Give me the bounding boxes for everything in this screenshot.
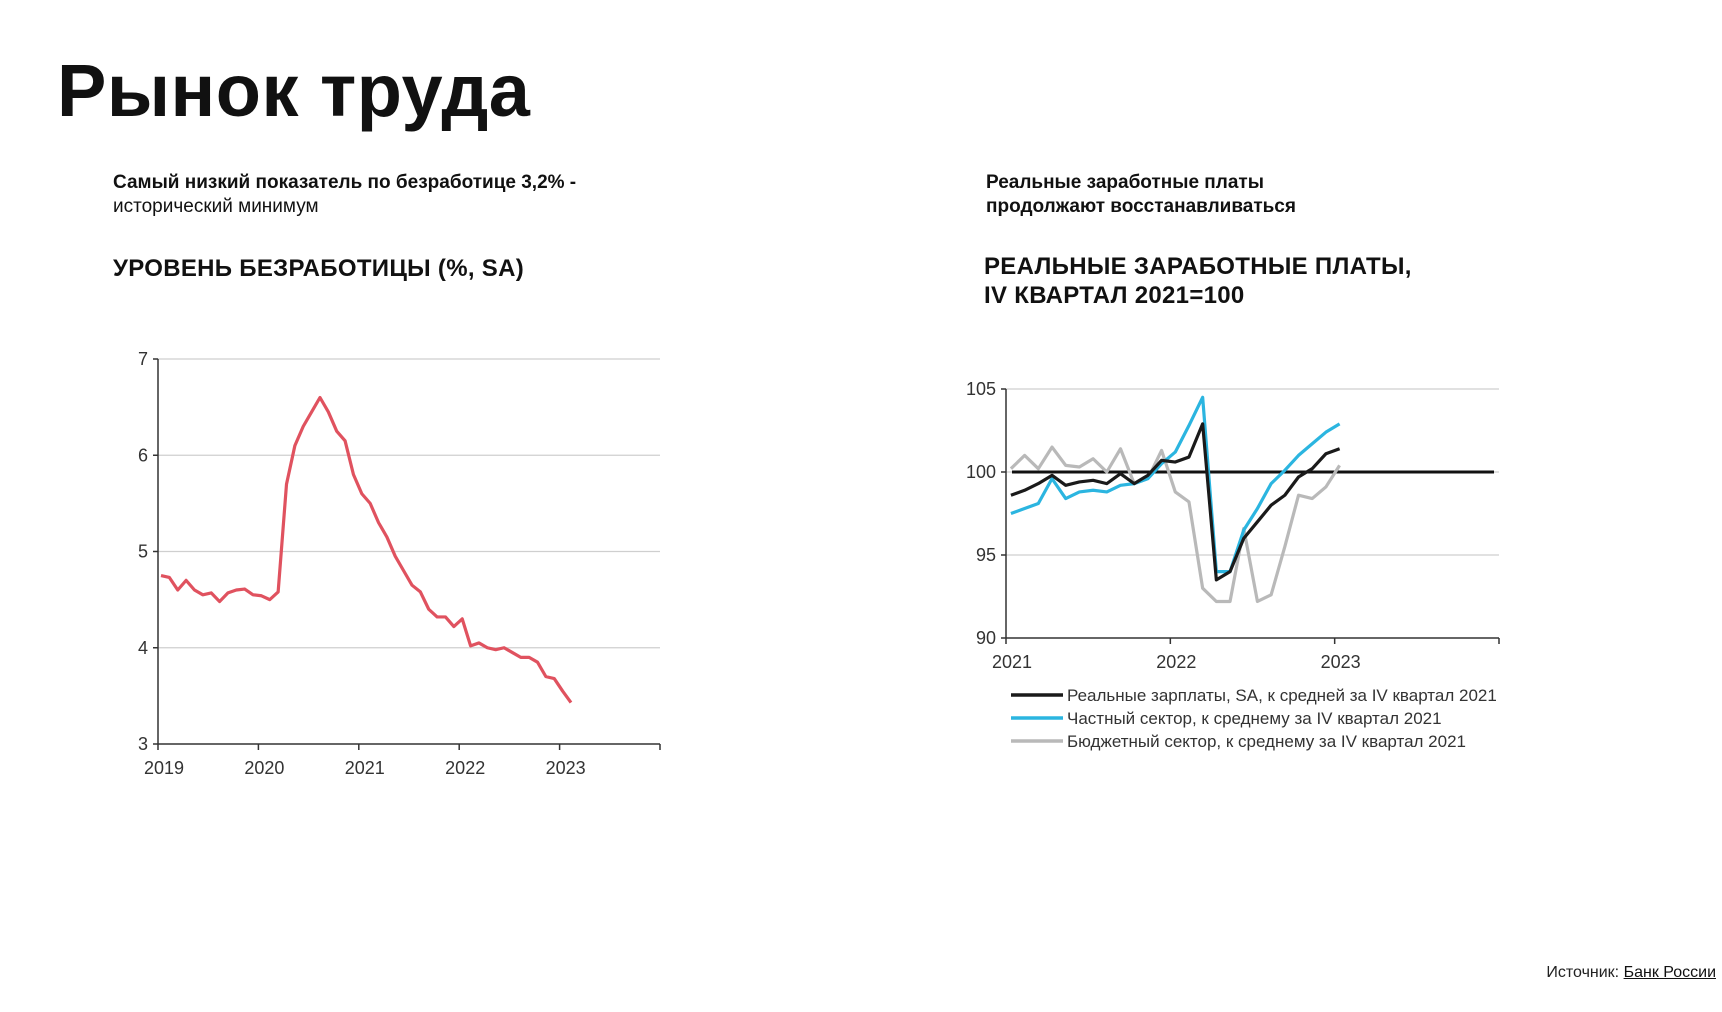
y-tick-label: 6 — [138, 445, 148, 465]
unemployment-chart-heading: УРОВЕНЬ БЕЗРАБОТИЦЫ (%, SA) — [113, 255, 525, 282]
y-tick-label: 7 — [138, 349, 148, 369]
wages-heading-line2: IV КВАРТАЛ 2021=100 — [984, 282, 1245, 309]
right-subtitle-line1: Реальные заработные платы — [986, 172, 1264, 193]
left-subtitle-rest: исторический минимум — [113, 196, 319, 217]
y-tick-label: 3 — [138, 734, 148, 754]
x-tick-label: 2022 — [445, 758, 485, 778]
page-title: Рынок труда — [57, 49, 531, 132]
source-footer: Источник: Банк России — [1546, 964, 1716, 982]
right-subtitle-line2: продолжают восстанавливаться — [986, 196, 1296, 217]
y-tick-label: 5 — [138, 542, 148, 562]
source-link[interactable]: Банк России — [1623, 964, 1716, 981]
wages-chart-heading: РЕАЛЬНЫЕ ЗАРАБОТНЫЕ ПЛАТЫ, IV КВАРТАЛ 20… — [984, 252, 1412, 310]
source-label: Источник: — [1546, 964, 1620, 981]
series-line — [160, 395, 573, 704]
x-tick-label: 2021 — [345, 758, 385, 778]
left-subtitle: Самый низкий показатель по безработице 3… — [113, 171, 576, 219]
x-tick-label: 2023 — [546, 758, 586, 778]
x-tick-label: 2020 — [244, 758, 284, 778]
x-tick-label: 2019 — [144, 758, 184, 778]
y-tick-label: 4 — [138, 638, 148, 658]
wages-heading-line1: РЕАЛЬНЫЕ ЗАРАБОТНЫЕ ПЛАТЫ, — [984, 253, 1412, 280]
right-subtitle: Реальные заработные платы продолжают вос… — [986, 171, 1296, 219]
left-subtitle-bold: Самый низкий показатель по безработице 3… — [113, 172, 577, 193]
